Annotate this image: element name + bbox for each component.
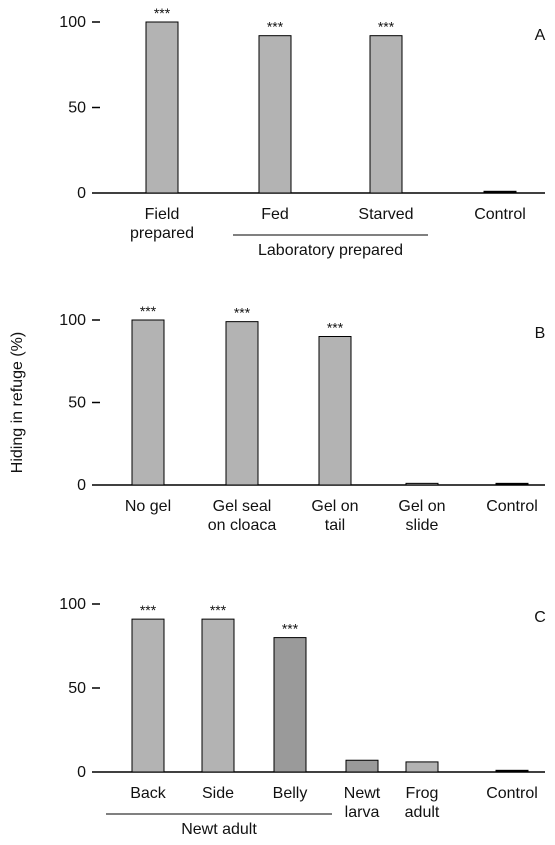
x-tick-label: Fed (261, 206, 289, 223)
bar (131, 618, 165, 773)
significance-label: *** (327, 320, 344, 336)
y-tick-label: 50 (68, 100, 86, 117)
bar (405, 482, 439, 486)
bar (273, 637, 307, 773)
x-tick-label: Control (486, 498, 538, 515)
significance-label: *** (378, 19, 395, 35)
panel-label: C (534, 609, 546, 626)
significance-label: *** (267, 19, 284, 35)
significance-label: *** (210, 602, 227, 618)
y-tick-label: 0 (77, 185, 86, 202)
x-tick-label: Belly (273, 785, 308, 802)
y-tick-label: 100 (59, 14, 86, 31)
significance-label: *** (140, 303, 157, 319)
y-tick-label: 100 (59, 596, 86, 613)
x-tick-label: Frog adult (405, 785, 440, 821)
bar (201, 618, 235, 773)
bar (495, 769, 529, 773)
bar (225, 321, 259, 486)
y-tick-label: 100 (59, 312, 86, 329)
y-tick-label: 0 (77, 477, 86, 494)
bar (131, 319, 165, 486)
bar (369, 35, 403, 194)
y-tick-label: 50 (68, 680, 86, 697)
significance-label: *** (140, 602, 157, 618)
significance-label: *** (234, 305, 251, 321)
x-tick-label: Starved (358, 206, 413, 223)
y-tick-label: 50 (68, 395, 86, 412)
bar (318, 336, 352, 486)
significance-label: *** (282, 621, 299, 637)
x-tick-label: Control (474, 206, 526, 223)
x-tick-label: Gel on slide (398, 498, 445, 534)
significance-label: *** (154, 5, 171, 21)
x-tick-label: Field prepared (130, 206, 194, 242)
x-tick-label: Side (202, 785, 234, 802)
bar (495, 482, 529, 486)
bar (145, 21, 179, 194)
group-label: Laboratory prepared (258, 242, 403, 259)
x-tick-label: Back (130, 785, 167, 802)
bar (258, 35, 292, 194)
x-tick-label: Control (486, 785, 538, 802)
x-tick-label: Newt larva (344, 785, 381, 821)
bar (483, 190, 517, 194)
bar (405, 761, 439, 773)
x-tick-label: Gel seal on cloaca (208, 498, 277, 534)
panel-label: A (535, 27, 546, 44)
y-axis-label: Hiding in refuge (%) (9, 332, 26, 473)
bar (345, 759, 379, 773)
panel-label: B (535, 325, 546, 342)
x-tick-label: Gel on tail (311, 498, 358, 534)
y-tick-label: 0 (77, 764, 86, 781)
x-tick-label: No gel (125, 498, 171, 515)
group-label: Newt adult (181, 821, 257, 838)
